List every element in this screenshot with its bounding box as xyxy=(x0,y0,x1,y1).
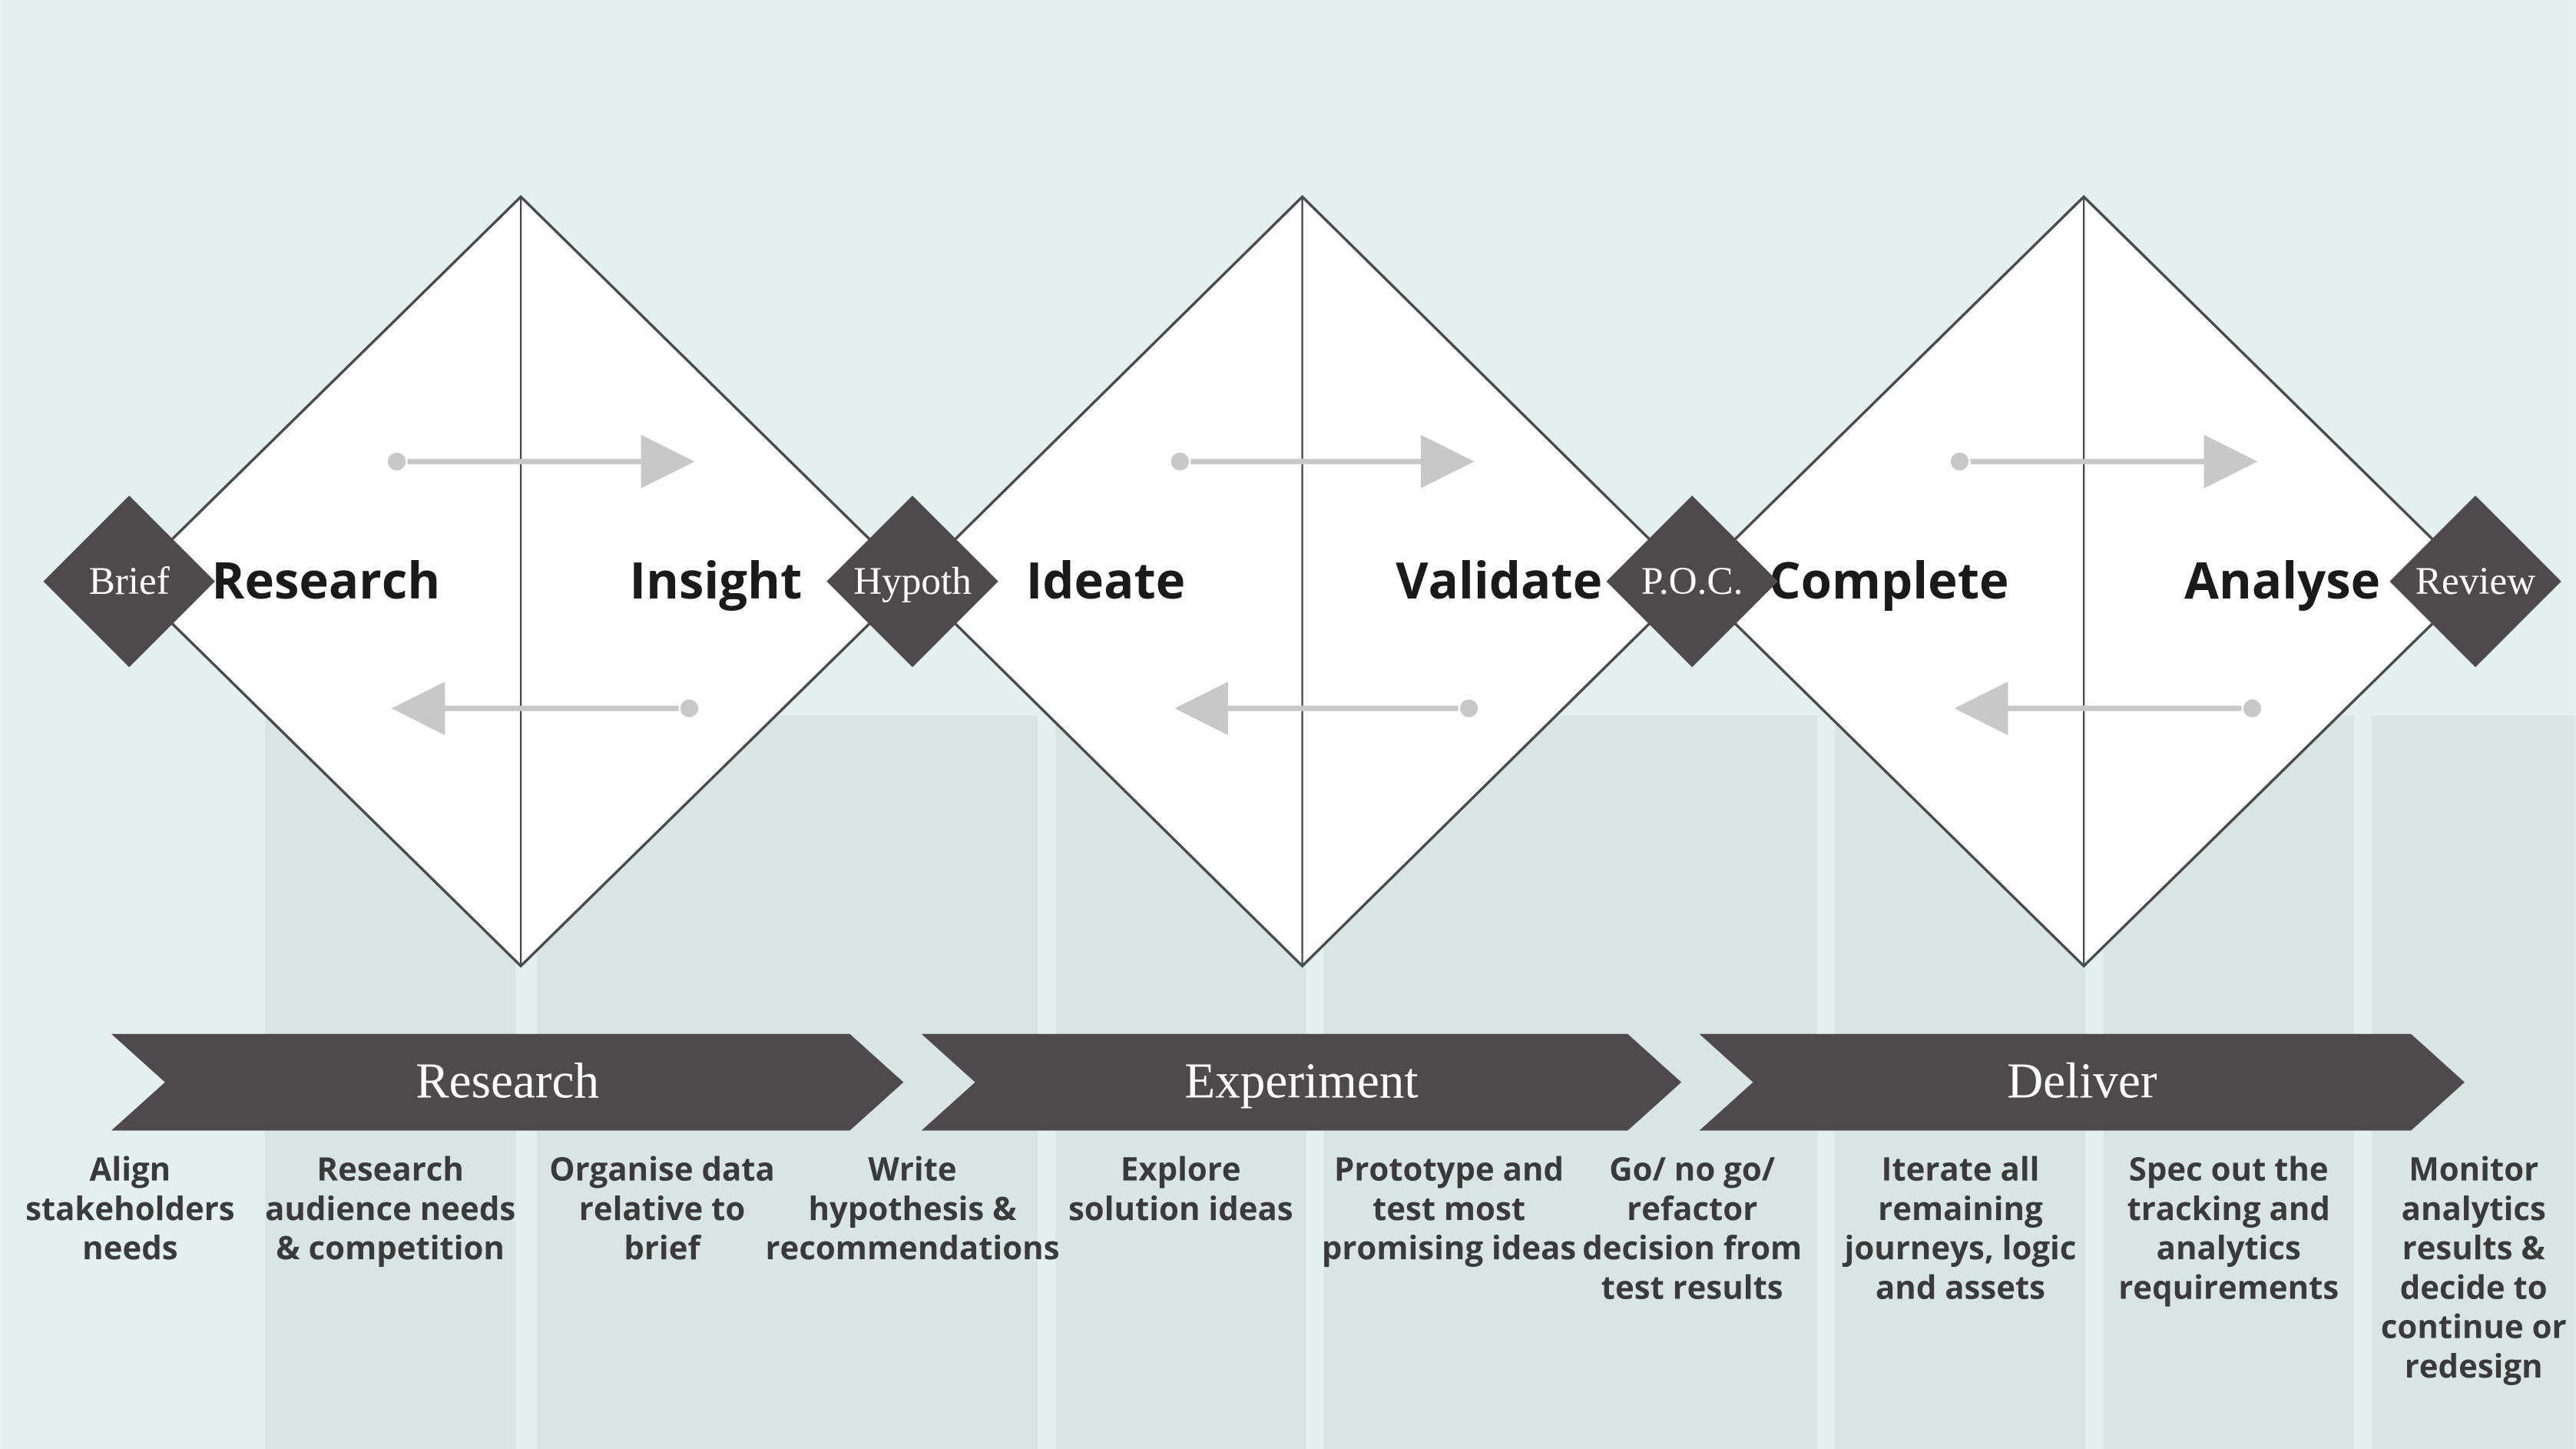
description-line: brief xyxy=(624,1225,702,1269)
arrow-dot xyxy=(1171,453,1189,470)
phase-label: Insight xyxy=(630,545,803,614)
description-line: Align xyxy=(90,1147,171,1191)
phase-label: Validate xyxy=(1396,545,1602,614)
description-line: Write xyxy=(868,1147,956,1191)
description-line: and assets xyxy=(1876,1265,2045,1308)
description-line: decision from xyxy=(1582,1225,1802,1269)
arrow-dot xyxy=(680,699,698,717)
description-line: Spec out the xyxy=(2129,1147,2329,1191)
description-line: analytics xyxy=(2157,1225,2301,1269)
description-line: Research xyxy=(316,1147,463,1191)
description-line: requirements xyxy=(2118,1265,2339,1308)
description-line: refactor xyxy=(1627,1186,1757,1230)
description-line: hypothesis & xyxy=(808,1186,1017,1230)
ribbon-group: Research Experiment Deliver xyxy=(111,1034,2465,1131)
ribbon-label: Research xyxy=(416,1053,599,1109)
description-line: Prototype and xyxy=(1334,1147,1564,1191)
description-line: results & xyxy=(2402,1225,2546,1269)
description-line: remaining xyxy=(1878,1186,2043,1230)
description-line: analytics xyxy=(2402,1186,2546,1230)
description-line: promising ideas xyxy=(1322,1225,1576,1269)
description-line: solution ideas xyxy=(1068,1186,1293,1230)
description-line: recommendations xyxy=(766,1225,1060,1269)
description-line: decide to xyxy=(2400,1265,2548,1308)
phase-label: Analyse xyxy=(2184,545,2380,614)
description-line: stakeholders xyxy=(25,1186,235,1230)
description-line: test results xyxy=(1601,1265,1783,1308)
description-line: journeys, logic xyxy=(1843,1225,2077,1269)
milestone-label: P.O.C. xyxy=(1641,559,1743,603)
description-line: Go/ no go/ xyxy=(1609,1147,1775,1191)
milestone-label: Hypoth xyxy=(853,559,972,603)
milestone-label: Review xyxy=(2415,559,2535,603)
triple-diamond-diagram: Research Insight Ideate Validate Complete Ana… xyxy=(0,0,2576,1449)
description-line: audience needs xyxy=(265,1186,515,1230)
description-line: redesign xyxy=(2405,1344,2543,1388)
phase-label: Complete xyxy=(1769,545,2008,614)
description-line: Monitor xyxy=(2409,1147,2538,1191)
description-line: Iterate all xyxy=(1882,1147,2040,1191)
phase-label: Research xyxy=(211,545,440,614)
description-line: & competition xyxy=(276,1225,505,1269)
phase-label: Ideate xyxy=(1026,545,1186,614)
ribbon-label: Deliver xyxy=(2007,1053,2157,1109)
description-line: Organise data xyxy=(549,1147,775,1191)
arrow-dot xyxy=(388,453,406,470)
arrow-dot xyxy=(1951,453,1968,470)
description-line: relative to xyxy=(579,1186,746,1230)
diamonds-group: Research Insight Ideate Validate Complete Ana… xyxy=(129,197,2475,966)
milestone-label: Brief xyxy=(89,559,171,603)
description-line: tracking and xyxy=(2127,1186,2330,1230)
arrow-dot xyxy=(2243,699,2261,717)
description-line: needs xyxy=(82,1225,177,1269)
description-line: Explore xyxy=(1121,1147,1241,1191)
ribbon-label: Experiment xyxy=(1184,1053,1418,1109)
description-line: test most xyxy=(1372,1186,1525,1230)
arrow-dot xyxy=(1460,699,1478,717)
description-line: continue or xyxy=(2381,1305,2567,1348)
